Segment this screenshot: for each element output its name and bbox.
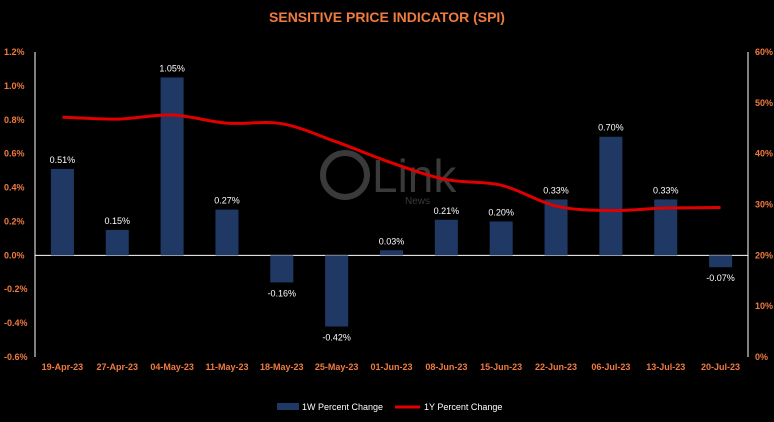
- data-label: -0.16%: [268, 288, 297, 298]
- y-right-tick-label: 50%: [755, 98, 773, 108]
- data-labels: 0.51% 0.15% 1.05% 0.27% -0.16% -0.42% 0.03% 0.2…: [50, 63, 735, 342]
- x-tick-label: 04-May-23: [150, 362, 194, 372]
- y-left-tick-label: -0.6%: [4, 352, 28, 362]
- y-left-tick-label: 0.4%: [4, 183, 25, 193]
- watermark-logo-icon: [320, 150, 370, 200]
- bar: [160, 77, 184, 256]
- y-left-tick-label: 0.2%: [4, 216, 25, 226]
- data-label: 0.33%: [543, 185, 569, 195]
- data-label: 0.51%: [50, 155, 76, 165]
- x-tick-label: 13-Jul-23: [646, 362, 685, 372]
- y-left-tick-label: 1.2%: [4, 47, 25, 57]
- legend: 1W Percent Change 1Y Percent Change: [277, 402, 502, 412]
- line-series: [62, 113, 721, 213]
- bar: [709, 255, 733, 268]
- x-tick-label: 08-Jun-23: [425, 362, 467, 372]
- x-tick-label: 15-Jun-23: [480, 362, 522, 372]
- chart-title: SENSITIVE PRICE INDICATOR (SPI): [269, 9, 505, 25]
- data-label: 0.20%: [488, 207, 514, 217]
- data-label: 0.03%: [379, 236, 405, 246]
- bar: [434, 219, 458, 256]
- bar: [325, 255, 349, 327]
- data-label: 0.15%: [105, 216, 131, 226]
- y-right-tick-label: 0%: [755, 352, 768, 362]
- bar: [544, 199, 568, 256]
- x-tick-label: 01-Jun-23: [370, 362, 412, 372]
- y-left-tick-label: 1.0%: [4, 81, 25, 91]
- bar: [654, 199, 678, 256]
- y-left-tick-label: 0.8%: [4, 115, 25, 125]
- bar-series: [50, 77, 733, 327]
- y-left-tick-label: 0.6%: [4, 149, 25, 159]
- x-tick-label: 19-Apr-23: [42, 362, 84, 372]
- data-label: 0.33%: [653, 185, 679, 195]
- x-tick-label: 27-Apr-23: [97, 362, 139, 372]
- data-label: 0.70%: [598, 123, 624, 133]
- legend-bar-label: 1W Percent Change: [302, 402, 383, 412]
- x-tick-label: 06-Jul-23: [591, 362, 630, 372]
- x-axis-ticks: 19-Apr-23 27-Apr-23 04-May-23 11-May-23 18-M…: [42, 362, 740, 372]
- y-right-tick-label: 10%: [755, 301, 773, 311]
- y-left-tick-label: -0.2%: [4, 284, 28, 294]
- legend-line-label: 1Y Percent Change: [424, 402, 502, 412]
- data-label: 0.21%: [434, 206, 460, 216]
- data-label: -0.42%: [322, 333, 351, 343]
- y-right-tick-label: 40%: [755, 149, 773, 159]
- bar: [489, 221, 513, 256]
- x-tick-label: 11-May-23: [205, 362, 248, 372]
- x-tick-label: 22-Jun-23: [535, 362, 577, 372]
- watermark-sub: News: [405, 196, 430, 207]
- data-label: -0.07%: [706, 273, 735, 283]
- y-right-tick-label: 60%: [755, 47, 773, 57]
- watermark: Link News: [320, 150, 457, 207]
- x-tick-label: 25-May-23: [315, 362, 359, 372]
- watermark-brand: Link: [372, 150, 457, 202]
- bar: [105, 229, 129, 256]
- bar: [50, 168, 74, 256]
- data-label: 1.05%: [159, 63, 185, 73]
- y-right-tick-label: 30%: [755, 200, 773, 210]
- y-right-tick-label: 20%: [755, 250, 773, 260]
- x-tick-label: 18-May-23: [260, 362, 304, 372]
- x-tick-label: 20-Jul-23: [701, 362, 740, 372]
- y-left-tick-label: 0.0%: [4, 250, 25, 260]
- y-left-tick-label: -0.4%: [4, 318, 28, 328]
- bar: [215, 209, 239, 256]
- legend-bar-swatch: [277, 403, 299, 410]
- bar: [599, 136, 623, 256]
- bar: [379, 250, 404, 256]
- bar: [270, 255, 294, 283]
- data-label: 0.27%: [214, 196, 240, 206]
